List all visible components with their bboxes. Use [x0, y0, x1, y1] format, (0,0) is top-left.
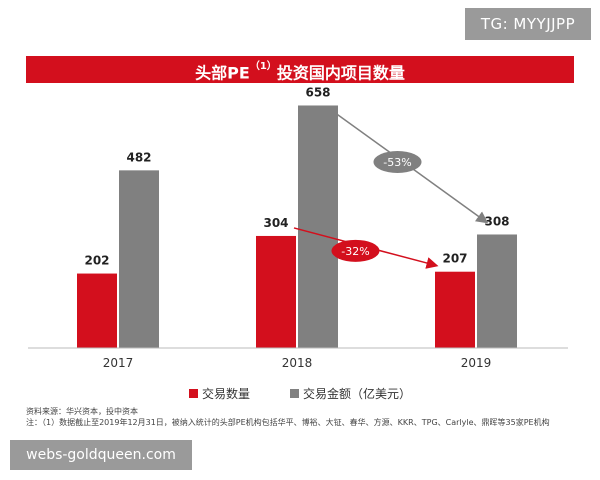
trend-label-0: -32%	[341, 245, 369, 258]
data-label-count-2019: 207	[442, 252, 467, 266]
bar-chart: 202 304 207 482 658 308 2017 2018 2019 -32% -53%	[28, 85, 568, 370]
legend-label-count: 交易数量	[201, 387, 250, 401]
legend-label-amount: 交易金额（亿美元）	[303, 387, 412, 401]
trend-label-1: -53%	[383, 156, 411, 169]
legend: 交易数量 交易金额（亿美元）	[0, 385, 600, 402]
trend-badge-0	[331, 239, 380, 262]
bar-amount-2017	[119, 170, 159, 348]
trend-badge-1	[373, 150, 422, 173]
legend-item-count: 交易数量	[188, 385, 250, 402]
bar-count-2018	[256, 235, 296, 348]
chart-title-sup: （1）	[249, 61, 277, 72]
bar-count-2019	[435, 271, 475, 348]
source-note: 资料来源：华兴资本，投中资本	[26, 407, 138, 416]
data-label-amount-2017: 482	[126, 150, 151, 164]
bar-amount-2019	[477, 234, 517, 348]
footnote: 注：（1）数据截止至2019年12月31日，被纳入统计的头部PE机构包括华平、博…	[26, 418, 550, 427]
legend-item-amount: 交易金额（亿美元）	[290, 385, 411, 402]
legend-swatch-count	[188, 389, 198, 398]
watermark-top: TG: MYYJJPP	[465, 8, 591, 40]
chart-title-rest: 投资国内项目数量	[276, 63, 405, 83]
watermark-bottom: webs-goldqueen.com	[10, 440, 192, 470]
bar-count-2017	[77, 273, 117, 348]
notes: 资料来源：华兴资本，投中资本 注：（1）数据截止至2019年12月31日，被纳入…	[26, 406, 586, 428]
chart-title: 头部PE（1）投资国内项目数量	[26, 56, 574, 83]
data-label-amount-2019: 308	[484, 214, 509, 228]
data-label-amount-2018: 658	[305, 85, 330, 99]
chart-title-main: 头部PE	[195, 63, 250, 83]
legend-swatch-amount	[290, 389, 299, 398]
x-tick-label-2017: 2017	[103, 356, 134, 370]
data-label-count-2017: 202	[84, 254, 109, 268]
x-tick-label-2018: 2018	[282, 356, 313, 370]
x-tick-label-2019: 2019	[461, 356, 492, 370]
bar-amount-2018	[298, 105, 338, 348]
data-label-count-2018: 304	[263, 216, 288, 230]
